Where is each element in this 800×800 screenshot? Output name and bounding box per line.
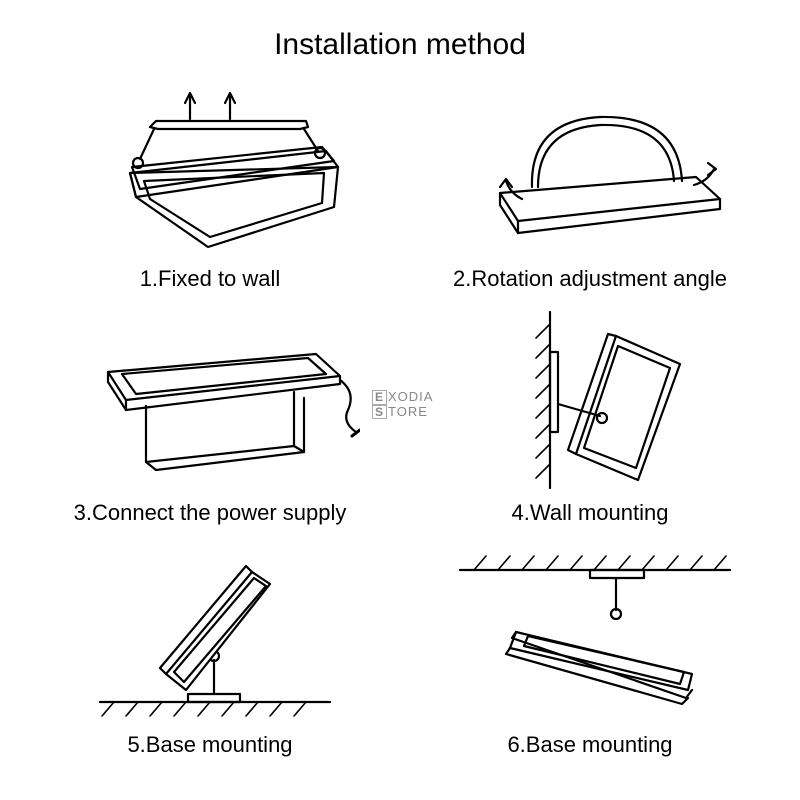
step-6-diagram [410,538,770,726]
steps-grid: 1.Fixed to wall 2.Rotation adjustm [0,72,800,772]
step-5: 5.Base mounting [30,538,390,762]
step-5-label: 5.Base mounting [127,726,292,762]
step-3: 3.Connect the power supply [30,304,390,530]
step-4: 4.Wall mounting [410,304,770,530]
step-4-diagram [410,304,770,494]
step-2: 2.Rotation adjustment angle [410,72,770,296]
step-5-diagram [30,538,390,726]
step-4-label: 4.Wall mounting [512,494,669,530]
step-6: 6.Base mounting [410,538,770,762]
step-1-label: 1.Fixed to wall [140,260,281,296]
step-3-diagram [30,304,390,494]
step-1: 1.Fixed to wall [30,72,390,296]
page-title: Installation method [0,0,800,72]
step-3-label: 3.Connect the power supply [74,494,347,530]
step-2-label: 2.Rotation adjustment angle [453,260,727,296]
step-6-label: 6.Base mounting [507,726,672,762]
watermark: EXODIA STORE [372,390,433,419]
step-2-diagram [410,72,770,260]
step-1-diagram [30,72,390,260]
